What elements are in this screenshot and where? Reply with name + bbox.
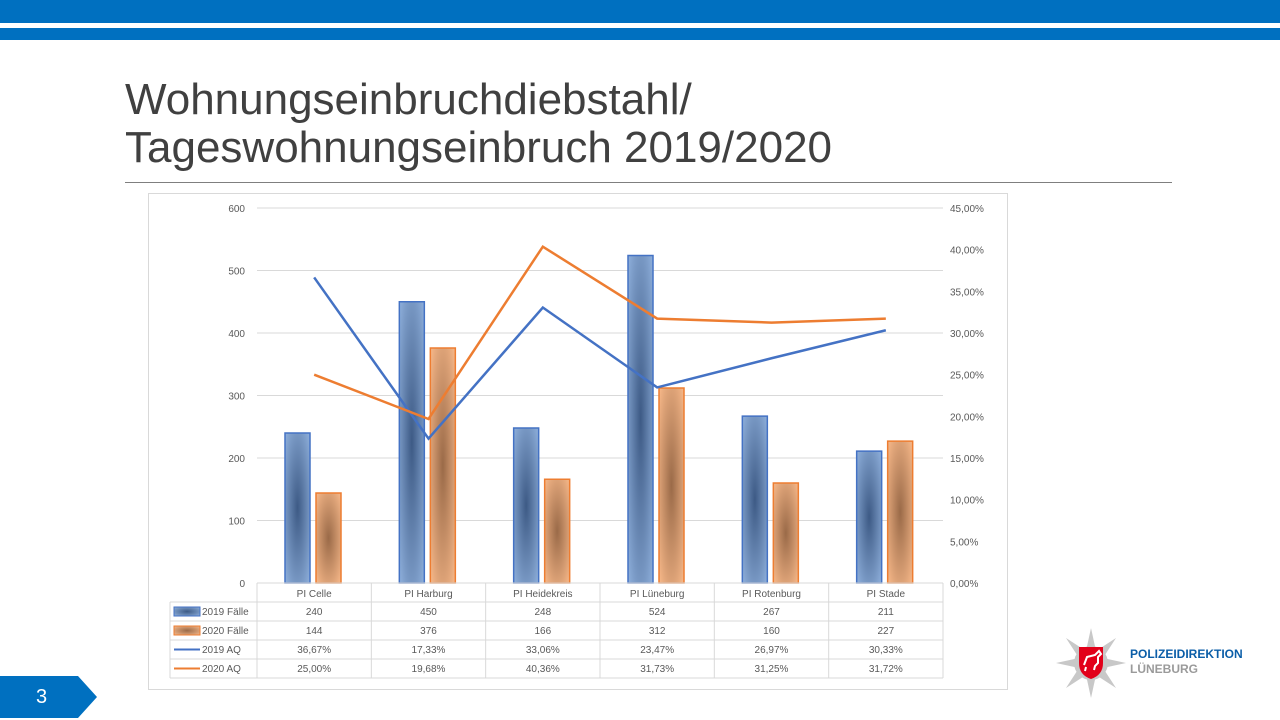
title-divider (125, 182, 1172, 183)
table-cell: 23,47% (640, 645, 674, 656)
table-cell: 33,06% (526, 645, 560, 656)
table-cell: 31,73% (640, 664, 674, 675)
table-cell: 36,67% (297, 645, 331, 656)
table-cell: 524 (649, 607, 666, 618)
title-line-1: Wohnungseinbruchdiebstahl/ (125, 75, 692, 124)
bar-2020-Fälle (886, 440, 914, 584)
table-cell: 40,36% (526, 664, 560, 675)
table-cell: 19,68% (412, 664, 446, 675)
line-2020-AQ (313, 244, 886, 421)
table-cell: 211 (878, 607, 894, 618)
y2-tick-label: 40,00% (950, 246, 984, 257)
legend-label: 2019 Fälle (202, 607, 249, 618)
category-label: PI Rotenburg (742, 589, 801, 600)
table-cell: 17,33% (412, 645, 446, 656)
y2-tick-label: 30,00% (950, 329, 984, 340)
bar-2019-Fälle (398, 301, 426, 584)
y-tick-label: 200 (228, 454, 245, 465)
bar-2019-Fälle (627, 254, 654, 584)
legend-key (173, 606, 201, 617)
y2-tick-label: 45,00% (950, 204, 984, 215)
legend-label: 2020 AQ (202, 664, 241, 675)
bar-2020-Fälle (772, 482, 800, 584)
y-tick-label: 0 (239, 579, 245, 590)
y2-tick-label: 20,00% (950, 412, 984, 423)
police-star-logo-icon (1056, 628, 1126, 698)
bar-2020-Fälle (543, 478, 571, 584)
table-cell: 166 (534, 626, 551, 637)
y2-tick-label: 0,00% (950, 579, 978, 590)
header-band (0, 0, 1280, 23)
title-line-2: Tageswohnungseinbruch 2019/2020 (125, 123, 833, 172)
legend-key (173, 625, 201, 636)
table-cell: 26,97% (755, 645, 789, 656)
table-cell: 25,00% (297, 664, 331, 675)
y2-tick-label: 5,00% (950, 537, 978, 548)
bar-2019-Fälle (512, 427, 540, 584)
y-tick-label: 300 (228, 392, 245, 403)
y2-tick-label: 10,00% (950, 496, 984, 507)
y2-tick-label: 15,00% (950, 454, 984, 465)
y-tick-label: 100 (228, 517, 245, 528)
bar-2020-Fälle (429, 347, 457, 584)
table-cell: 30,33% (869, 645, 903, 656)
table-cell: 312 (649, 626, 666, 637)
table-cell: 31,25% (755, 664, 789, 675)
category-label: PI Celle (297, 589, 332, 600)
bar-2019-Fälle (284, 432, 311, 584)
table-cell: 160 (763, 626, 780, 637)
chart-frame (148, 193, 1008, 690)
table-cell: 144 (306, 626, 323, 637)
table-cell: 376 (420, 626, 437, 637)
y2-tick-label: 25,00% (950, 371, 984, 382)
y2-tick-label: 35,00% (950, 287, 984, 298)
table-cell: 227 (877, 626, 894, 637)
header-stripe (0, 28, 1280, 40)
y-tick-label: 600 (228, 204, 245, 215)
legend-label: 2020 Fälle (202, 626, 249, 637)
table-cell: 267 (763, 607, 780, 618)
bar-2020-Fälle (658, 387, 685, 584)
category-label: PI Harburg (404, 589, 452, 600)
category-label: PI Heidekreis (513, 589, 572, 600)
table-cell: 248 (534, 607, 551, 618)
logo-text-line2: LÜNEBURG (1130, 662, 1198, 676)
bar-2020-Fälle (315, 492, 342, 584)
y-tick-label: 500 (228, 267, 245, 278)
page-number: 3 (0, 676, 97, 718)
slide-title: Wohnungseinbruchdiebstahl/Tageswohnungse… (125, 76, 832, 172)
logo-text-line1: POLIZEIDIREKTION (1130, 647, 1243, 661)
legend-label: 2019 AQ (202, 645, 241, 656)
table-cell: 240 (306, 607, 323, 618)
bar-2019-Fälle (855, 450, 883, 584)
category-label: PI Lüneburg (630, 589, 685, 600)
bar-2019-Fälle (741, 415, 769, 584)
category-label: PI Stade (867, 589, 906, 600)
y-tick-label: 400 (228, 329, 245, 340)
table-cell: 31,72% (869, 664, 903, 675)
table-cell: 450 (420, 607, 437, 618)
